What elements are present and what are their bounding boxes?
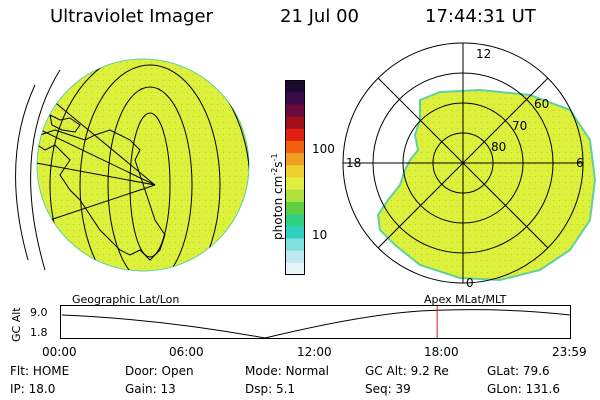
colorbar-frame [285, 80, 305, 275]
colorbar-segment [285, 214, 305, 227]
colorbar-segment [285, 238, 305, 252]
colorbar-segment [285, 128, 305, 142]
time-tick-1: 06:00 [169, 345, 204, 359]
status-flt: Flt: HOME [10, 364, 70, 378]
altitude-curve [61, 309, 571, 339]
altitude-ytick-min: 1.8 [30, 326, 48, 339]
status-dsp: Dsp: 5.1 [245, 382, 296, 396]
colorbar-segment [285, 104, 305, 118]
colorbar-segment [285, 140, 305, 154]
lat-label-80: 80 [491, 140, 507, 154]
time-label: 17:44:31 UT [425, 6, 536, 27]
mlt-label-12: 12 [476, 47, 492, 61]
colorbar-segment [285, 165, 305, 178]
status-ip: IP: 18.0 [10, 382, 56, 396]
mlt-label-18: 18 [346, 156, 362, 170]
mlt-label-6: 6 [576, 156, 584, 170]
colorbar-segment [285, 177, 305, 191]
status-glat: GLat: 79.6 [487, 364, 550, 378]
time-tick-2: 12:00 [297, 345, 332, 359]
status-door: Door: Open [125, 364, 194, 378]
colorbar-segment [285, 201, 305, 215]
colorbar [285, 80, 305, 276]
colorbar-segment [285, 226, 305, 239]
instrument-title: Ultraviolet Imager [50, 6, 213, 27]
geo-lon-line [129, 112, 171, 258]
geo-outer-arc [15, 84, 36, 261]
time-tick-0: 00:00 [42, 345, 77, 359]
mlt-label-0: 0 [466, 276, 474, 290]
colorbar-segment [285, 189, 305, 203]
geo-coastline [49, 114, 81, 133]
polar-diagonal [377, 77, 549, 249]
colorbar-segment [285, 80, 305, 93]
altitude-plot [60, 305, 571, 339]
colorbar-tick-10: 10 [312, 228, 328, 242]
geo-lon-line [107, 86, 193, 271]
time-tick-4: 23:59 [552, 345, 587, 359]
altitude-plot-frame [60, 305, 571, 339]
lat-label-60: 60 [534, 97, 550, 111]
lat-label-70: 70 [512, 119, 528, 133]
altitude-ylabel: GC Alt [10, 307, 23, 342]
status-gain: Gain: 13 [125, 382, 176, 396]
status-seq: Seq: 39 [365, 382, 411, 396]
geo-lon-line [49, 59, 249, 271]
geo-lon-line [79, 64, 221, 271]
date-label: 21 Jul 00 [280, 6, 359, 27]
geo-coastline [37, 129, 166, 261]
colorbar-segment [285, 116, 305, 130]
time-tick-3: 18:00 [424, 345, 459, 359]
colorbar-segment [285, 262, 305, 276]
status-mode: Mode: Normal [245, 364, 329, 378]
colorbar-segment [285, 250, 305, 264]
altitude-ytick-max: 9.0 [30, 306, 48, 319]
geo-grid-line [39, 89, 156, 186]
colorbar-tick-100: 100 [312, 142, 335, 156]
polar-panel-label: Apex MLat/MLT [424, 293, 507, 306]
geo-panel-label: Geographic Lat/Lon [72, 293, 180, 306]
geo-outer-arc [30, 69, 61, 271]
auroral-edge [376, 88, 597, 282]
colorbar-segment [285, 92, 305, 105]
colorbar-segment [285, 153, 305, 166]
geo-grid-line [37, 159, 156, 186]
status-gcalt: GC Alt: 9.2 Re [365, 364, 449, 378]
status-glon: GLon: 131.6 [487, 382, 560, 396]
